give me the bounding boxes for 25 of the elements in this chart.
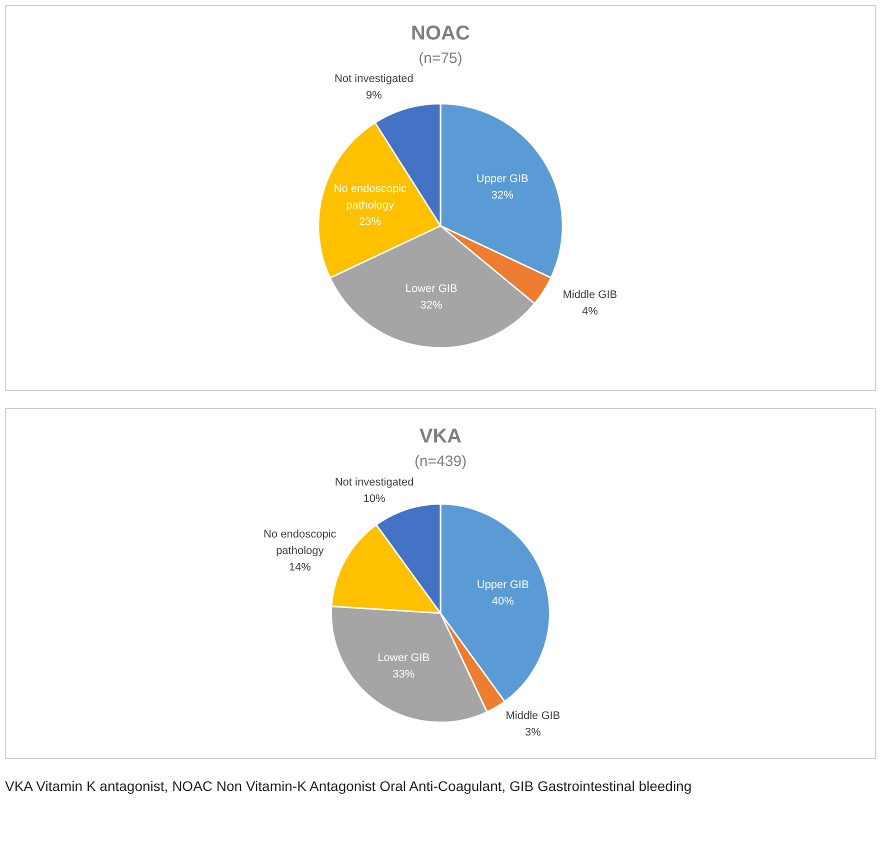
data-label: 40% (492, 595, 514, 608)
data-label: 33% (392, 668, 415, 681)
slice-label: Middle GIB (562, 288, 618, 301)
data-label: 32% (491, 189, 514, 202)
data-label: 3% (524, 726, 542, 738)
data-label: 14% (288, 561, 312, 574)
slice-label: Lower GIB (378, 652, 430, 664)
chart-subtitle: (n=439) (414, 453, 467, 470)
slice-label: Upper GIB (476, 172, 528, 185)
slice-label: Upper GIB (476, 579, 529, 592)
chart-subtitle: (n=75) (418, 50, 462, 68)
slice-label: Lower GIB (405, 283, 458, 296)
data-label: 23% (359, 216, 382, 228)
data-label: 9% (366, 89, 382, 102)
data-label: 32% (420, 300, 443, 312)
slice-label: Not investigated (334, 476, 414, 488)
slice-label: No endoscopic pathology (264, 528, 337, 558)
slice-label: Not investigated (334, 72, 414, 85)
data-label: 4% (582, 305, 598, 318)
chart-title: VKA (419, 425, 462, 448)
data-label: 10% (363, 492, 386, 505)
chart-title: NOAC (411, 22, 470, 44)
text: VKA Vitamin K antagonist, NOAC Non Vitamin-K Antagonist Oral Anti-Coagulant, GIB Gastrointestinal bleeding (5, 777, 692, 796)
slice-label: No endoscopic pathology (334, 183, 408, 212)
slice-label: Middle GIB (506, 710, 560, 722)
